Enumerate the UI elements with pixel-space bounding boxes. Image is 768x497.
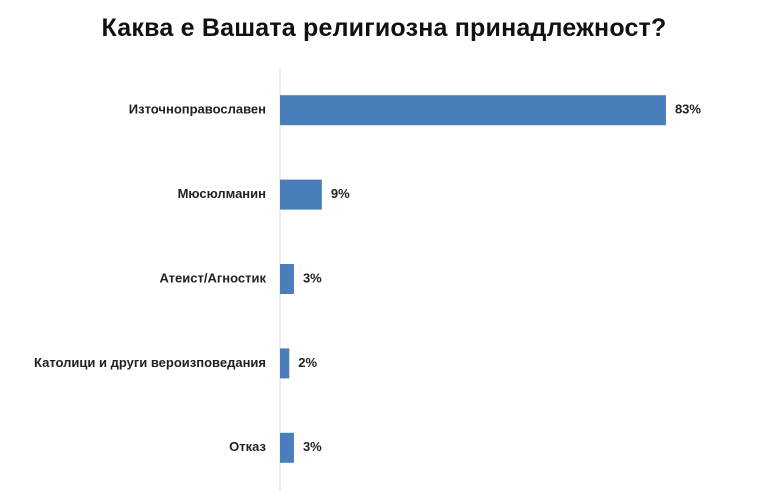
value-label: 9%: [331, 186, 350, 201]
bar: [280, 95, 666, 126]
bar: [280, 264, 294, 294]
category-label: Отказ: [229, 439, 266, 454]
bar: [280, 348, 290, 379]
category-label: Източноправославен: [129, 102, 266, 117]
bars-layer: Източноправославен 83% Мюсюлманин 9% Атеист/…: [34, 68, 701, 490]
chart-title: Каква е Вашата религиозна принадлежност?: [101, 14, 667, 42]
category-label: Католици и други вероизповедания: [34, 355, 266, 370]
value-label: 2%: [298, 355, 317, 370]
value-label: 3%: [303, 270, 322, 285]
category-label: Атеист/Агностик: [159, 270, 266, 285]
value-label: 3%: [303, 439, 322, 454]
category-label: Мюсюлманин: [178, 186, 266, 201]
bar: [280, 432, 294, 463]
value-label: 83%: [675, 102, 701, 117]
bar: [280, 179, 322, 210]
